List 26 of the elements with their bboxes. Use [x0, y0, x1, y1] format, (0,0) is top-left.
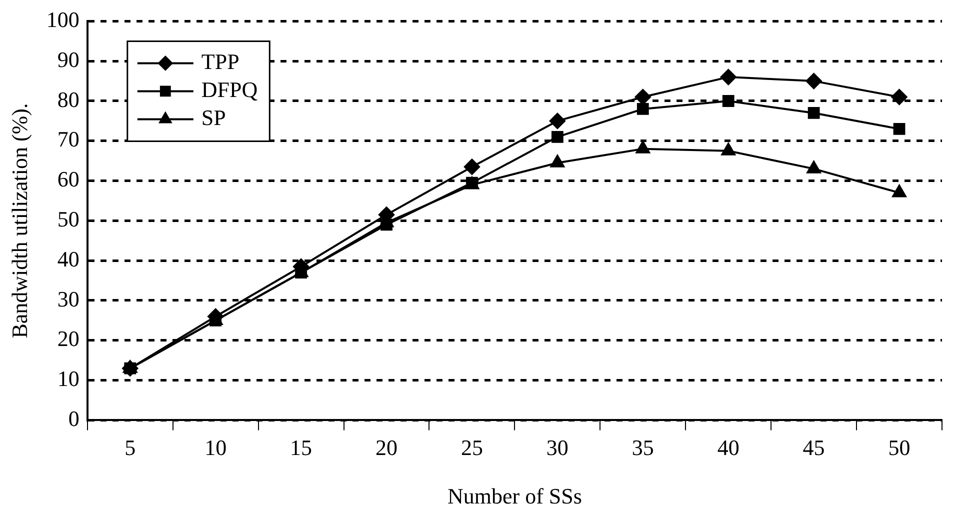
x-axis-title: Number of SSs: [447, 484, 582, 509]
legend-label: TPP: [201, 48, 240, 74]
y-tick-label: 30: [57, 286, 80, 312]
y-tick-label: 100: [46, 6, 80, 32]
x-tick-label: 5: [124, 435, 136, 460]
x-tick-label: 15: [290, 435, 312, 460]
x-tick-label: 10: [204, 435, 227, 460]
x-tick-label: 50: [888, 435, 910, 460]
y-tick-label: 40: [57, 246, 80, 272]
y-tick-label: 20: [57, 326, 80, 352]
y-tick-label: 0: [68, 406, 80, 431]
x-tick-label: 45: [802, 435, 825, 460]
y-tick-label: 90: [57, 46, 80, 72]
y-tick-label: 70: [57, 126, 80, 152]
x-tick-label: 25: [460, 435, 483, 460]
legend-label: DFPQ: [201, 76, 258, 102]
legend-label: SP: [201, 104, 226, 130]
y-tick-label: 10: [57, 366, 80, 392]
x-tick-label: 20: [376, 435, 398, 460]
x-tick-label: 40: [717, 435, 740, 460]
x-tick-label: 30: [546, 435, 568, 460]
y-tick-label: 60: [57, 166, 80, 192]
x-tick-label: 35: [632, 435, 654, 460]
y-tick-label: 80: [57, 86, 80, 112]
y-axis-title: Bandwidth utilization (%).: [6, 103, 32, 338]
y-tick-label: 50: [57, 206, 80, 232]
